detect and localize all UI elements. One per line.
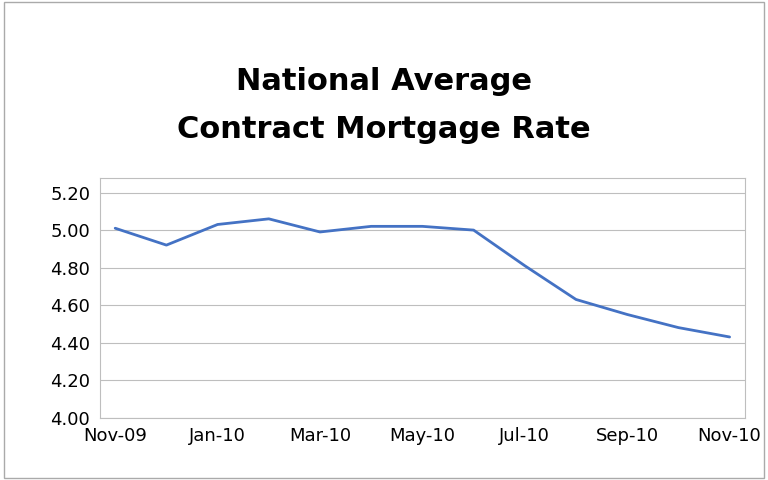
Text: National Average
Contract Mortgage Rate: National Average Contract Mortgage Rate [177, 67, 591, 144]
